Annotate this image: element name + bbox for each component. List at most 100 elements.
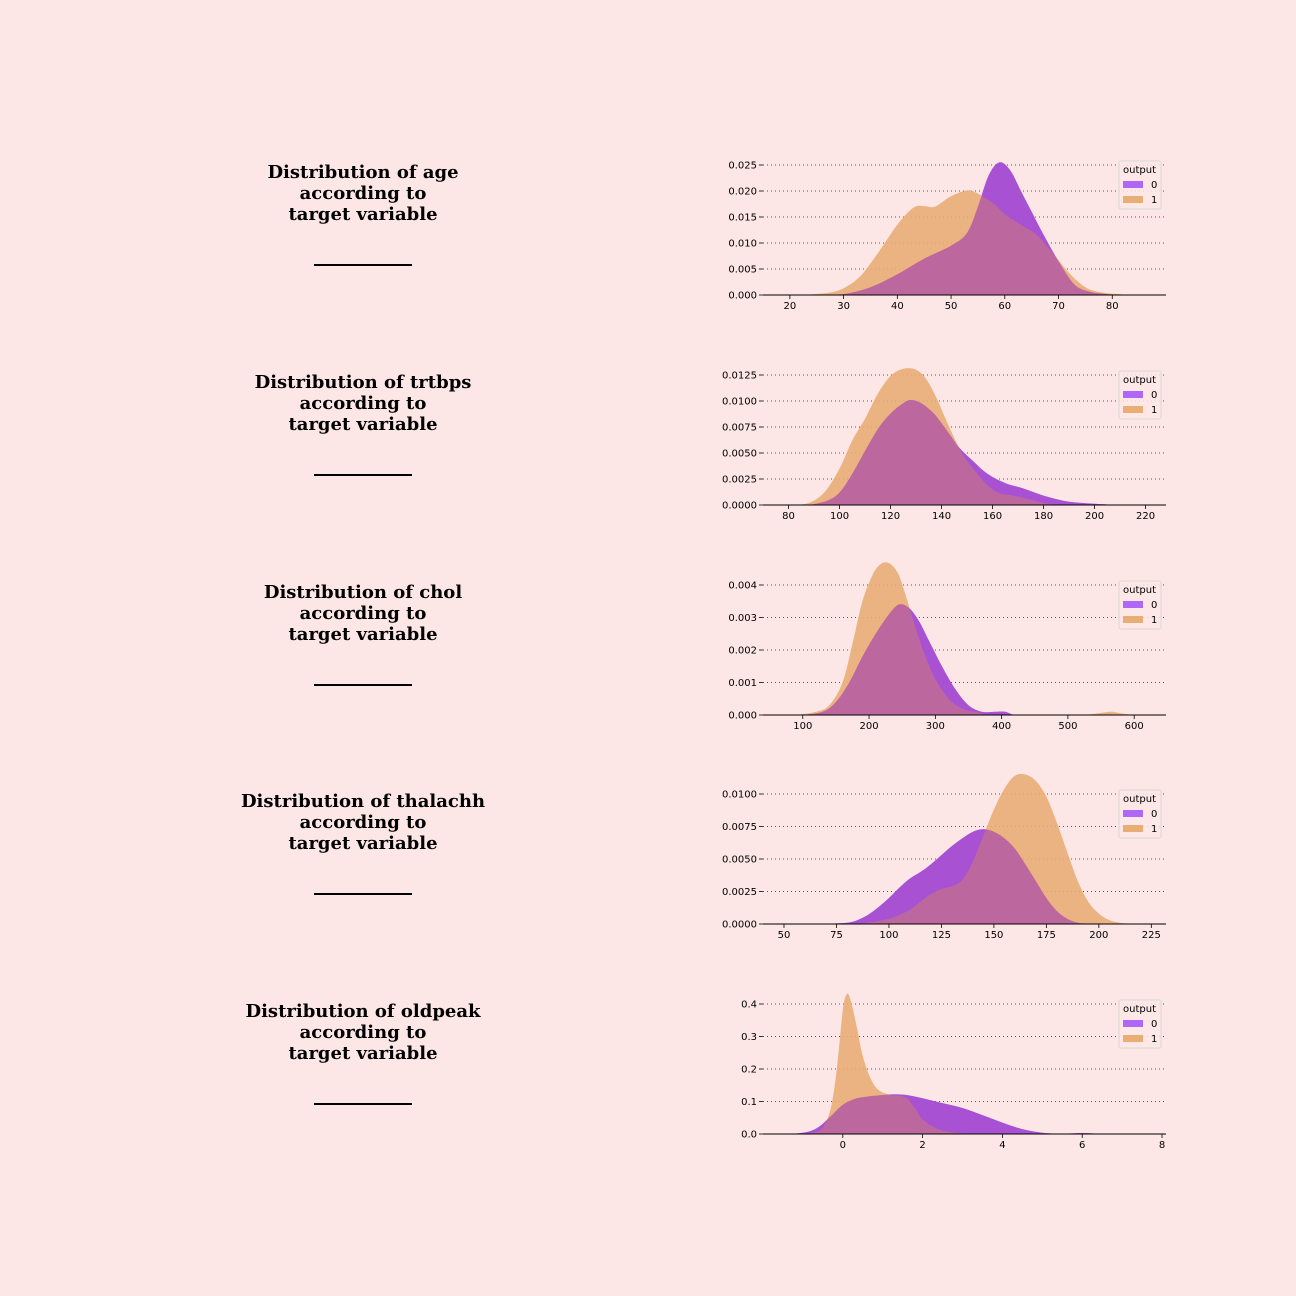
title-underline <box>314 474 412 476</box>
x-tick-label: 0 <box>840 1140 846 1151</box>
legend: output 0 1 <box>1118 789 1162 839</box>
kde-overlap-area <box>808 399 1126 505</box>
legend-swatch-1 <box>1123 196 1143 203</box>
x-tick-label: 175 <box>1037 930 1056 941</box>
title-underline <box>314 893 412 895</box>
chart-title-line: Distribution of trtbps <box>254 372 472 393</box>
y-tick-label: 0.010 <box>728 239 757 250</box>
legend: output 0 1 <box>1118 580 1162 630</box>
x-tick-label: 75 <box>830 930 843 941</box>
chart-title-line: target variable <box>288 624 438 645</box>
y-tick-label: 0.0100 <box>722 397 757 408</box>
y-tick-label: 0.001 <box>728 678 757 689</box>
legend-label-0: 0 <box>1151 390 1157 401</box>
x-tick-label: 600 <box>1125 721 1144 732</box>
y-tick-label: 0.0100 <box>722 790 757 801</box>
x-tick-label: 20 <box>783 301 796 312</box>
x-tick-label: 500 <box>1058 721 1077 732</box>
y-tick-label: 0.0000 <box>722 501 757 512</box>
chart-row: Distribution of chol according to target v… <box>0 560 1296 770</box>
y-tick-label: 0.0075 <box>722 822 757 833</box>
x-tick-label: 225 <box>1142 930 1161 941</box>
x-tick-label: 100 <box>879 930 898 941</box>
y-tick-label: 0.000 <box>728 291 757 302</box>
legend-title: output <box>1123 165 1156 176</box>
chart-title-line: target variable <box>288 833 438 854</box>
y-tick-label: 0.0000 <box>722 920 757 931</box>
y-tick-label: 0.0075 <box>722 423 757 434</box>
y-tick-label: 0.0025 <box>722 475 757 486</box>
x-tick-label: 2 <box>919 1140 925 1151</box>
x-tick-label: 180 <box>1034 511 1053 522</box>
kde-overlap-area <box>790 1094 1115 1134</box>
x-tick-label: 150 <box>984 930 1003 941</box>
chart-row: Distribution of oldpeak according to targe… <box>0 979 1296 1189</box>
y-tick-label: 0.0050 <box>722 855 757 866</box>
x-tick-label: 100 <box>830 511 849 522</box>
x-tick-label: 80 <box>782 511 795 522</box>
chart-title-line: target variable <box>288 1043 438 1064</box>
x-tick-label: 50 <box>945 301 958 312</box>
chart-title: Distribution of age according to target va… <box>213 162 513 225</box>
legend-label-0: 0 <box>1151 180 1157 191</box>
legend-swatch-1 <box>1123 1035 1143 1042</box>
legend-label-1: 1 <box>1151 615 1157 626</box>
chart-title-line: Distribution of oldpeak <box>245 1001 481 1022</box>
chart-title-line: according to <box>299 183 427 204</box>
y-tick-label: 0.004 <box>728 581 757 592</box>
legend-swatch-1 <box>1123 616 1143 623</box>
kde-overlap-area <box>816 162 1129 295</box>
y-tick-label: 0.015 <box>728 213 757 224</box>
y-tick-label: 0.002 <box>728 646 757 657</box>
legend-swatch-0 <box>1123 1020 1143 1027</box>
x-tick-label: 70 <box>1052 301 1065 312</box>
x-tick-label: 300 <box>926 721 945 732</box>
y-tick-label: 0.0050 <box>722 449 757 460</box>
x-tick-label: 6 <box>1079 1140 1085 1151</box>
legend-swatch-1 <box>1123 406 1143 413</box>
kde-chart: 0.0000 0.0025 0.0050 0.0075 0.0100 50 75 100 125… <box>722 773 1166 941</box>
y-tick-label: 0.000 <box>728 711 757 722</box>
legend: output 0 1 <box>1118 999 1162 1049</box>
legend-swatch-0 <box>1123 810 1143 817</box>
title-underline <box>314 684 412 686</box>
x-tick-label: 160 <box>983 511 1002 522</box>
legend-label-0: 0 <box>1151 600 1157 611</box>
kde-overlap-area <box>802 604 1029 716</box>
x-tick-label: 80 <box>1106 301 1119 312</box>
y-tick-label: 0.020 <box>728 187 757 198</box>
legend-title: output <box>1123 585 1156 596</box>
kde-chart: 0.000 0.001 0.002 0.003 0.004 100 200 300 400 500… <box>728 562 1166 732</box>
legend-swatch-0 <box>1123 391 1143 398</box>
x-tick-label: 200 <box>1085 511 1104 522</box>
x-tick-label: 40 <box>891 301 904 312</box>
chart-title-line: Distribution of chol <box>263 582 463 603</box>
chart-title: Distribution of trtbps according to target… <box>213 372 513 435</box>
chart-title: Distribution of oldpeak according to targe… <box>213 1001 513 1064</box>
x-tick-label: 400 <box>992 721 1011 732</box>
legend: output 0 1 <box>1118 370 1162 420</box>
legend-label-0: 0 <box>1151 809 1157 820</box>
y-tick-label: 0.2 <box>741 1065 757 1076</box>
title-underline <box>314 1103 412 1105</box>
x-tick-label: 100 <box>793 721 812 732</box>
legend-title: output <box>1123 1004 1156 1015</box>
y-tick-label: 0.0 <box>741 1130 757 1141</box>
legend: output 0 1 <box>1118 160 1162 210</box>
chart-title: Distribution of chol according to target v… <box>213 582 513 645</box>
chart-title: Distribution of thalachh according to targ… <box>213 791 513 854</box>
x-tick-label: 50 <box>778 930 791 941</box>
y-tick-label: 0.025 <box>728 161 757 172</box>
x-tick-label: 220 <box>1136 511 1155 522</box>
y-tick-label: 0.0125 <box>722 371 757 382</box>
legend-swatch-1 <box>1123 825 1143 832</box>
chart-title-line: target variable <box>288 204 438 225</box>
kde-chart: 0.000 0.005 0.010 0.015 0.020 0.025 20 30 40 50 60… <box>728 160 1166 312</box>
legend-label-1: 1 <box>1151 1034 1157 1045</box>
chart-title-line: according to <box>299 603 427 624</box>
chart-title-line: according to <box>299 1022 427 1043</box>
chart-title-line: according to <box>299 812 427 833</box>
x-tick-label: 125 <box>932 930 951 941</box>
legend-label-0: 0 <box>1151 1019 1157 1030</box>
